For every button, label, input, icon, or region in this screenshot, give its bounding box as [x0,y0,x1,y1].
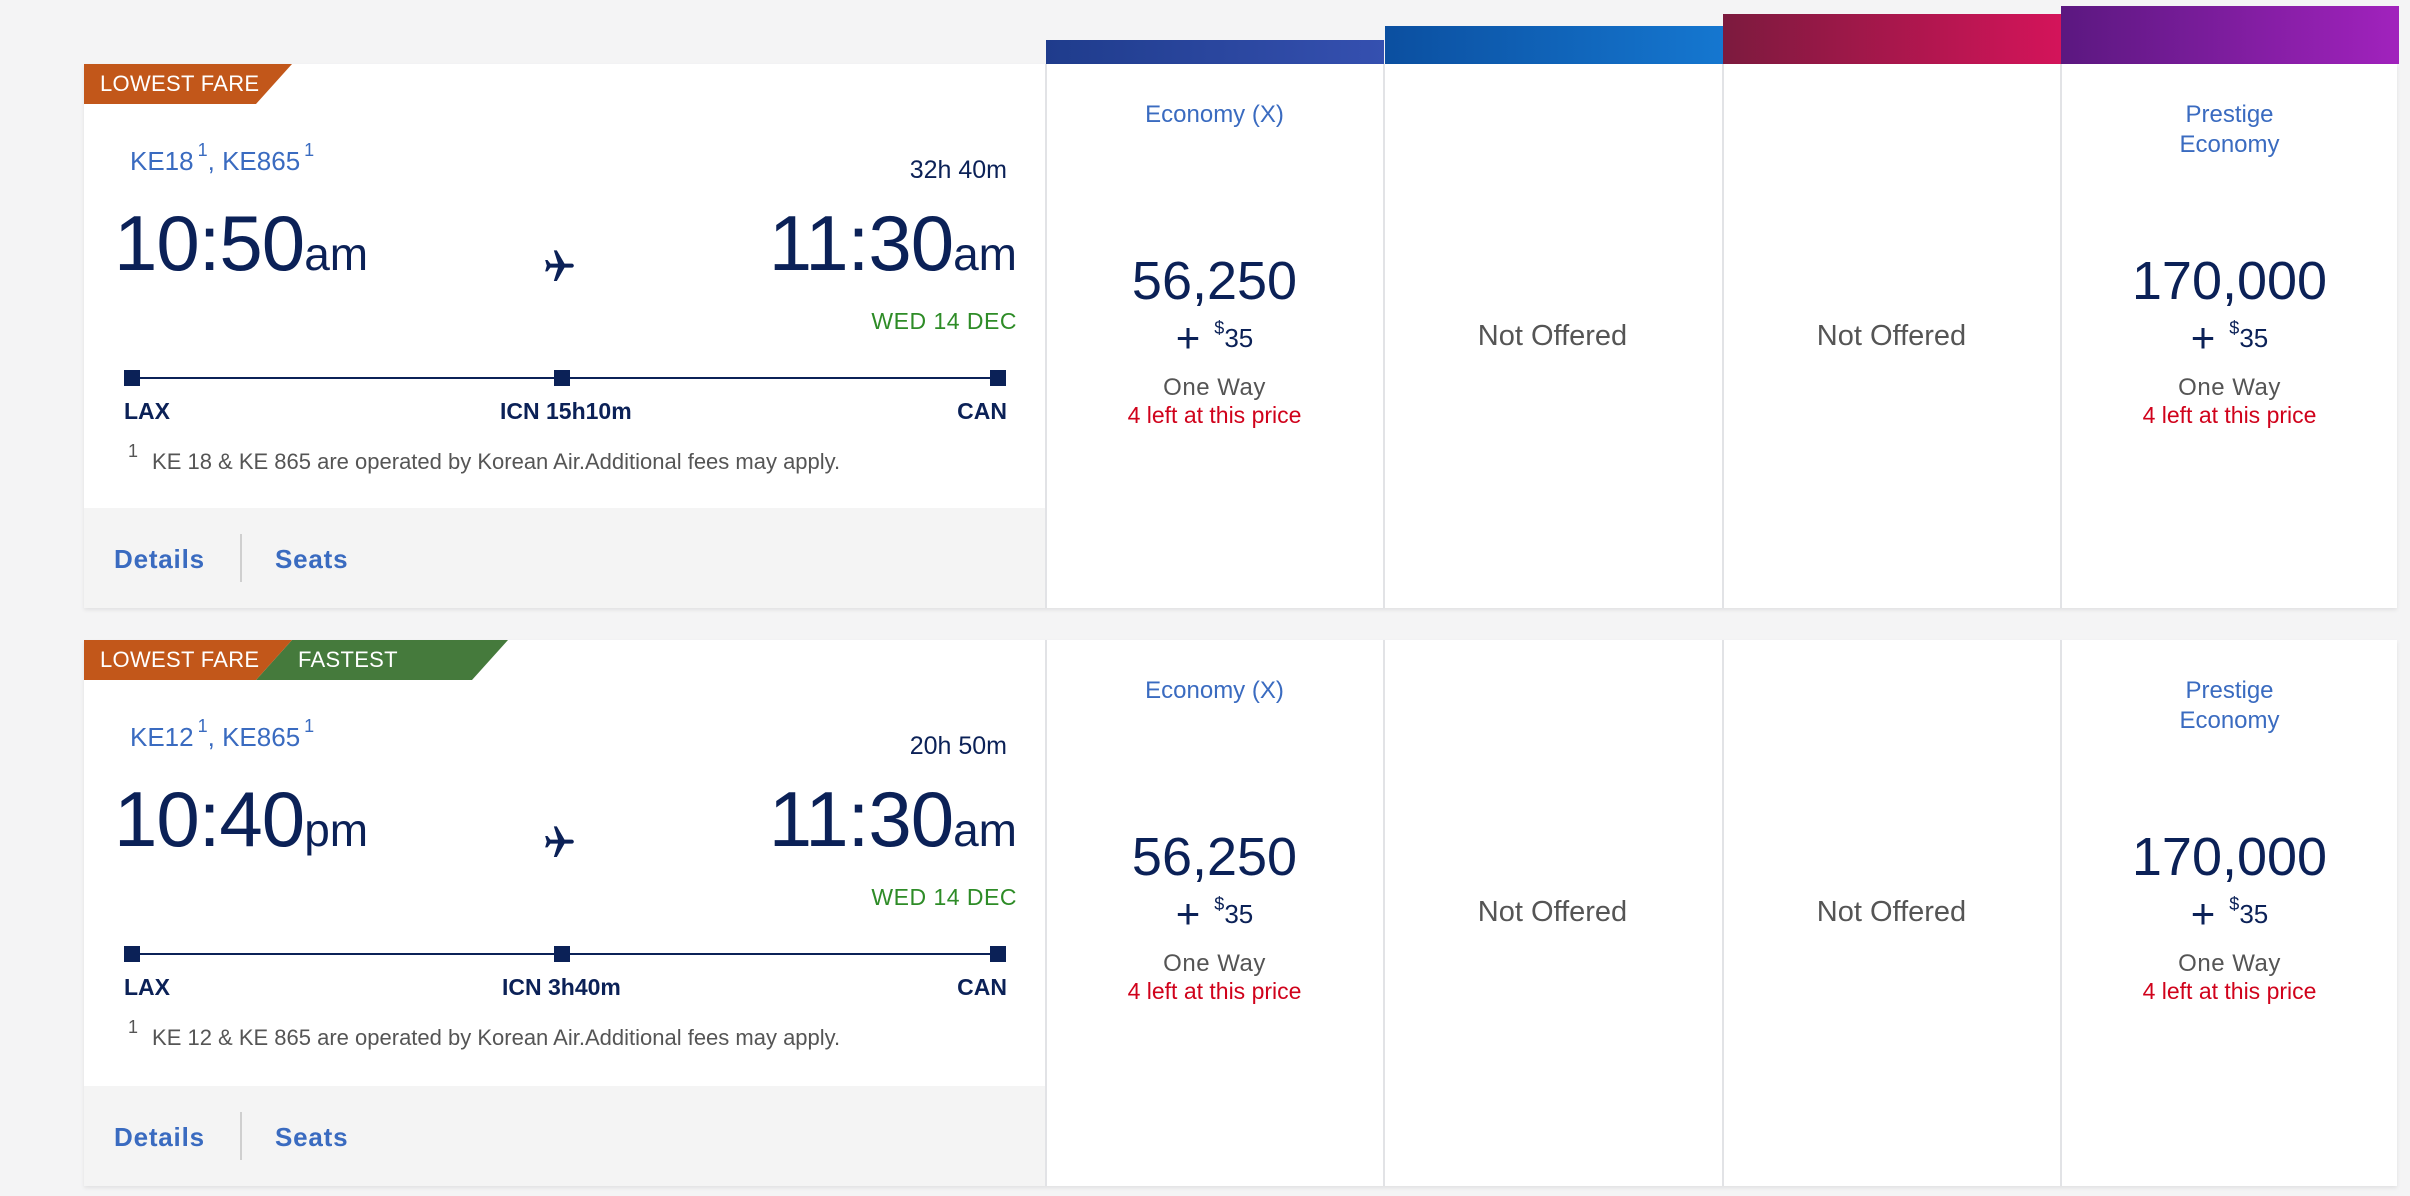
fare-cell-prestige[interactable]: Prestige Economy 170,000 + $35 One Way 4 … [2060,640,2397,1186]
operator-footnote: 1 KE 18 & KE 865 are operated by Korean A… [128,441,841,474]
flight-number[interactable]: KE865 [222,722,301,752]
divider [240,1112,242,1160]
fare-column-header-4 [2061,0,2399,64]
fare-class-name: Prestige Economy [2179,677,2280,734]
seats-remaining: 4 left at this price [1127,978,1302,1004]
fare-column-header-3 [1723,0,2061,64]
not-offered-label: Not Offered [1816,896,1967,928]
fare-class-name: Prestige Economy [2179,101,2280,158]
fare-cell-economy[interactable]: Economy (X) 56,250 + $35 One Way 4 left a… [1045,640,1382,1186]
header-bar-main-cabin [1046,40,1384,64]
flight-actions: Details Seats [84,508,1045,608]
not-offered-label: Not Offered [1477,320,1628,352]
arrival-date: WED 14 DEC [871,308,1017,334]
flight-result-row: FASTEST LOWEST FARE KE12 1, KE865 1 20h 50… [84,640,2397,1186]
destination-airport: CAN [957,974,1007,1000]
trip-type: One Way [1163,374,1266,401]
header-bar-prestige [2061,6,2399,64]
fare-taxes: + $35 [1175,314,1254,361]
departure-time: 10:50am [114,199,369,287]
not-offered-label: Not Offered [1816,320,1967,352]
fare-cell-not-offered: Not Offered [1383,640,1720,1186]
destination-node [990,370,1006,386]
fare-taxes: + $35 [2190,890,2269,937]
operator-footnote: 1 KE 12 & KE 865 are operated by Korean A… [128,1017,841,1050]
fare-cell-not-offered: Not Offered [1722,640,2059,1186]
divider [240,534,242,582]
stop-node [554,946,570,962]
flight-actions: Details Seats [84,1086,1045,1186]
layover-info: ICN 15h10m [500,398,632,424]
trip-type: One Way [2178,950,2281,977]
arrival-date: WED 14 DEC [871,884,1017,910]
stop-node [554,370,570,386]
fare-cell-not-offered: Not Offered [1722,64,2059,608]
fare-cell-economy[interactable]: Economy (X) 56,250 + $35 One Way 4 left a… [1045,64,1382,608]
fare-column-header-2 [1385,0,1723,64]
origin-airport: LAX [124,974,170,1000]
arrival-time: 11:30am [768,775,1017,863]
flight-numbers[interactable]: KE12 1, KE865 1 [130,716,315,752]
origin-airport: LAX [124,398,170,424]
fare-taxes: + $35 [1175,890,1254,937]
flight-number[interactable]: KE12 [130,722,194,752]
origin-node [124,370,140,386]
not-offered-label: Not Offered [1477,896,1628,928]
header-bar-comfort [1385,26,1723,64]
trip-duration: 20h 50m [909,732,1007,760]
trip-type: One Way [2178,374,2281,401]
destination-airport: CAN [957,398,1007,424]
seats-remaining: 4 left at this price [1127,402,1302,428]
flight-number[interactable]: KE865 [222,146,301,176]
fare-miles: 170,000 [2131,251,2328,311]
seats-remaining: 4 left at this price [2142,402,2317,428]
fare-miles: 56,250 [1131,251,1298,311]
flight-summary: FASTEST LOWEST FARE KE12 1, KE865 1 20h 50… [84,640,1045,1186]
lowest-fare-tag: LOWEST FARE [84,64,292,104]
layover-info: ICN 3h40m [502,974,621,1000]
arrival-time: 11:30am [768,199,1017,287]
fare-cell-prestige[interactable]: Prestige Economy 170,000 + $35 One Way 4 … [2060,64,2397,608]
departure-time: 10:40pm [114,775,369,863]
trip-duration: 32h 40m [909,156,1007,184]
header-bar-business [1723,14,2061,64]
fastest-tag: FASTEST [256,640,508,680]
flight-numbers[interactable]: KE18 1, KE865 1 [130,140,315,176]
origin-node [124,946,140,962]
seats-link[interactable]: Seats [275,1122,349,1152]
trip-type: One Way [1163,950,1266,977]
fare-column-header-1 [1046,0,1384,64]
flight-result-row: LOWEST FARE KE18 1, KE865 1 32h 40m 10:50a… [84,64,2397,608]
details-link[interactable]: Details [114,1122,205,1152]
fare-cell-not-offered: Not Offered [1383,64,1720,608]
seats-remaining: 4 left at this price [2142,978,2317,1004]
fare-class-name: Economy (X) [1145,101,1284,128]
fare-miles: 170,000 [2131,827,2328,887]
fare-class-name: Economy (X) [1145,677,1284,704]
fare-taxes: + $35 [2190,314,2269,361]
seats-link[interactable]: Seats [275,544,349,574]
destination-node [990,946,1006,962]
flight-summary: LOWEST FARE KE18 1, KE865 1 32h 40m 10:50a… [84,64,1045,608]
airplane-icon [545,826,574,857]
fare-miles: 56,250 [1131,827,1298,887]
details-link[interactable]: Details [114,544,205,574]
airplane-icon [545,250,574,281]
flight-number[interactable]: KE18 [130,146,194,176]
lowest-fare-tag: LOWEST FARE [84,640,292,680]
